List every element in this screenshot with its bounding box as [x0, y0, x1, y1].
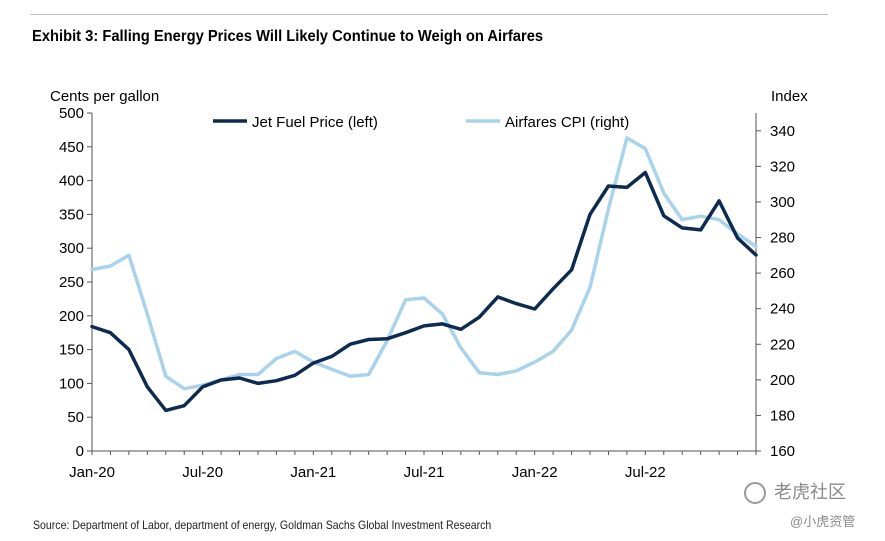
right-axis-tick-label: 160 [770, 443, 795, 460]
left-axis-tick-label: 250 [59, 274, 84, 291]
legend: Jet Fuel Price (left) Airfares CPI (righ… [213, 114, 629, 131]
legend-label-airfares: Airfares CPI (right) [505, 114, 629, 131]
left-axis-tick-label: 200 [59, 308, 84, 325]
right-axis-label: Index [771, 88, 808, 105]
top-rule [30, 14, 828, 15]
series-line-jet-fuel [90, 170, 758, 413]
left-axis-tick-label: 350 [59, 206, 84, 223]
watermark: 老虎社区 [744, 478, 846, 505]
left-axis-tick-label: 100 [59, 375, 84, 392]
x-axis-tick-label: Jan-20 [69, 464, 115, 481]
x-axis-tick-label: Jul-22 [625, 464, 666, 481]
right-axis-tick-label: 200 [770, 372, 795, 389]
legend-label-jet-fuel: Jet Fuel Price (left) [252, 114, 378, 131]
watermark-text: 老虎社区 [774, 482, 846, 502]
left-axis-tick-label: 0 [76, 443, 84, 460]
source-note: Source: Department of Labor, department … [33, 518, 492, 532]
x-axis-tick-label: Jan-21 [290, 464, 336, 481]
series-layer [90, 136, 758, 413]
x-axis-tick-label: Jan-22 [512, 464, 558, 481]
right-axis-tick-label: 180 [770, 407, 795, 424]
right-axis-tick-label: 340 [770, 123, 795, 140]
axes: 0 50 100 150 200 250 300 350 400 450 500 160 180 200 2… [59, 105, 795, 481]
right-axis-tick-label: 220 [770, 336, 795, 353]
tiger-logo-icon [744, 482, 766, 505]
left-axis-tick-label: 500 [59, 105, 84, 122]
left-axis-tick-label: 150 [59, 342, 84, 359]
left-axis-tick-label: 300 [59, 240, 84, 257]
right-axis-tick-label: 300 [770, 194, 795, 211]
x-axis-tick-label: Jul-20 [182, 464, 223, 481]
series-line-airfares [90, 136, 758, 391]
right-axis-tick-label: 240 [770, 301, 795, 318]
right-axis-tick-label: 280 [770, 230, 795, 247]
right-axis-tick-label: 260 [770, 265, 795, 282]
right-axis-tick-label: 320 [770, 158, 795, 175]
left-axis-tick-label: 50 [67, 409, 84, 426]
left-axis-tick-label: 400 [59, 173, 84, 190]
left-axis-tick-label: 450 [59, 139, 84, 156]
left-axis-label: Cents per gallon [50, 88, 159, 105]
chart-title: Exhibit 3: Falling Energy Prices Will Li… [32, 28, 544, 45]
watermark-handle: @小虎资管 [790, 514, 856, 529]
x-axis-tick-label: Jul-21 [404, 464, 445, 481]
